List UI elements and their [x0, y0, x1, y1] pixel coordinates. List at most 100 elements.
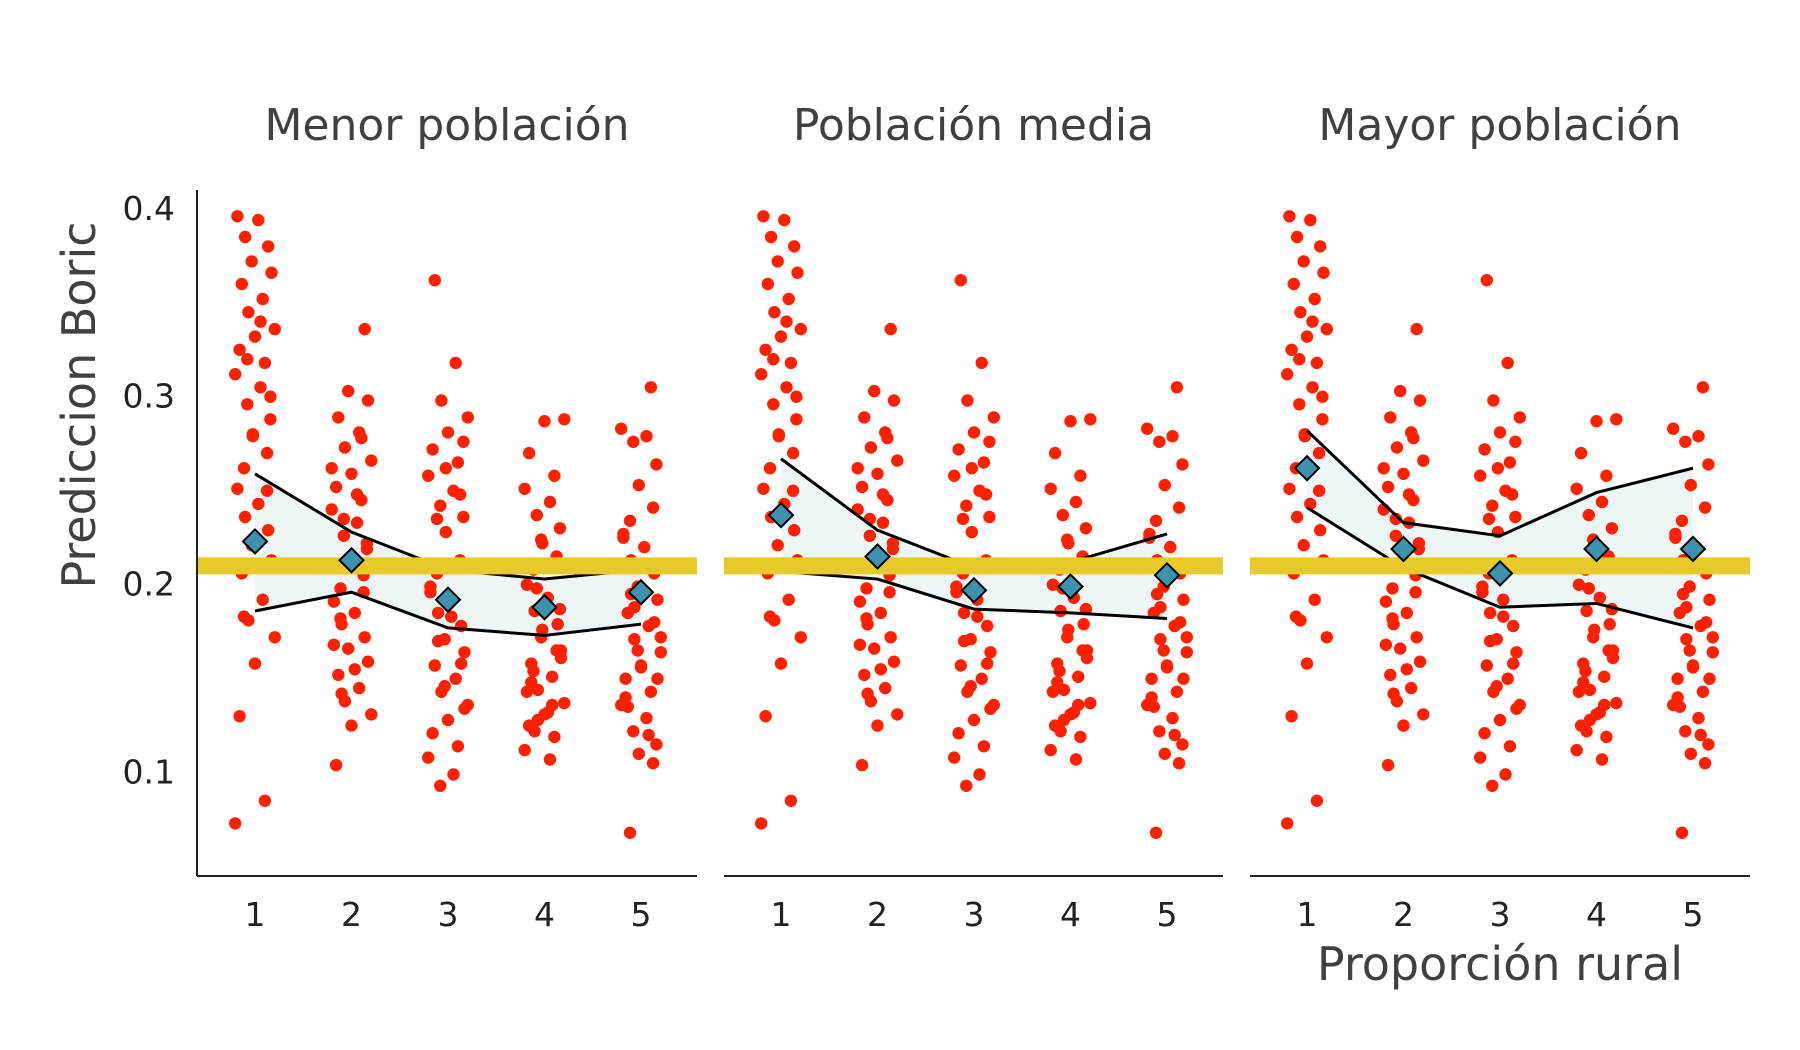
data-point: [981, 657, 994, 670]
data-point: [1308, 292, 1321, 306]
data-point: [788, 524, 801, 537]
data-point: [1491, 462, 1505, 475]
data-point: [248, 657, 262, 670]
data-point: [619, 672, 632, 685]
data-point: [1582, 508, 1596, 522]
data-point: [1079, 522, 1093, 535]
data-point: [883, 586, 896, 599]
data-point: [1513, 411, 1527, 424]
data-point: [265, 266, 278, 279]
data-point: [1671, 672, 1684, 685]
data-point: [1400, 606, 1414, 620]
data-point: [422, 469, 435, 482]
data-point: [1310, 356, 1324, 370]
x-tick-label: 5: [631, 895, 652, 934]
data-point: [983, 435, 996, 448]
data-point: [558, 413, 571, 426]
data-point: [457, 510, 470, 524]
data-point: [887, 394, 901, 407]
data-point: [1172, 501, 1186, 514]
data-point: [1577, 676, 1590, 689]
mean-marker: [1679, 535, 1707, 563]
data-point: [631, 644, 644, 657]
data-point: [264, 413, 277, 426]
data-point: [248, 330, 262, 343]
data-point: [1675, 826, 1689, 839]
data-point: [763, 462, 777, 475]
data-point: [527, 664, 540, 678]
data-point: [451, 740, 465, 753]
data-point: [876, 488, 890, 501]
data-point: [1145, 691, 1158, 704]
data-point: [1669, 531, 1682, 544]
data-point: [650, 458, 663, 471]
mean-marker: [1153, 561, 1181, 589]
data-point: [654, 631, 667, 644]
data-point: [457, 435, 470, 448]
data-point: [1044, 743, 1057, 757]
data-point: [651, 672, 664, 685]
data-point: [1290, 230, 1304, 244]
data-point: [1493, 713, 1507, 727]
data-point: [361, 394, 375, 407]
data-point: [650, 738, 663, 751]
data-point: [884, 631, 897, 644]
data-point: [973, 768, 986, 781]
data-point: [241, 353, 254, 366]
data-point: [757, 482, 770, 495]
data-point: [350, 516, 364, 529]
data-point: [431, 606, 445, 620]
data-point: [1389, 512, 1403, 526]
data-point: [891, 454, 904, 467]
data-point: [1412, 537, 1426, 550]
mean-marker: [960, 576, 988, 604]
data-point: [1501, 672, 1514, 685]
data-point: [1154, 601, 1167, 614]
data-point: [350, 488, 364, 501]
data-point: [1509, 435, 1522, 448]
data-point: [651, 593, 664, 606]
data-point: [1410, 631, 1423, 644]
data-point: [518, 743, 531, 757]
data-point: [1166, 430, 1179, 443]
data-point: [874, 606, 887, 620]
data-point: [246, 428, 259, 441]
data-point: [1686, 661, 1700, 674]
data-point: [1673, 700, 1687, 713]
data-point: [1683, 644, 1696, 657]
data-point: [1598, 670, 1611, 683]
data-point: [965, 462, 978, 475]
data-point: [1300, 657, 1314, 670]
data-point: [231, 482, 244, 495]
data-point: [260, 446, 274, 460]
data-point: [956, 512, 970, 526]
data-point: [439, 462, 452, 475]
data-point: [1149, 514, 1163, 527]
data-point: [646, 757, 660, 770]
data-point: [975, 356, 988, 370]
data-point: [345, 719, 358, 732]
x-axis-title: Proporción rural: [1317, 937, 1683, 991]
data-point: [1405, 681, 1418, 695]
data-point: [868, 642, 881, 655]
data-point: [447, 768, 460, 781]
mean-marker: [338, 546, 365, 574]
data-point: [1174, 616, 1187, 629]
data-point: [1590, 415, 1603, 428]
data-point: [1702, 738, 1715, 751]
data-point: [1384, 411, 1397, 424]
data-point: [558, 696, 571, 710]
data-point: [1507, 619, 1520, 633]
data-point: [884, 322, 897, 336]
data-point: [449, 672, 462, 685]
data-point: [1570, 743, 1583, 757]
data-point: [264, 390, 277, 403]
data-point: [1497, 610, 1510, 623]
data-point: [1588, 623, 1601, 636]
panel-title: Población media: [793, 100, 1154, 151]
data-point: [1304, 213, 1317, 227]
data-point: [441, 713, 455, 727]
data-point: [1698, 757, 1712, 770]
data-point: [950, 586, 963, 599]
data-point: [786, 446, 800, 460]
